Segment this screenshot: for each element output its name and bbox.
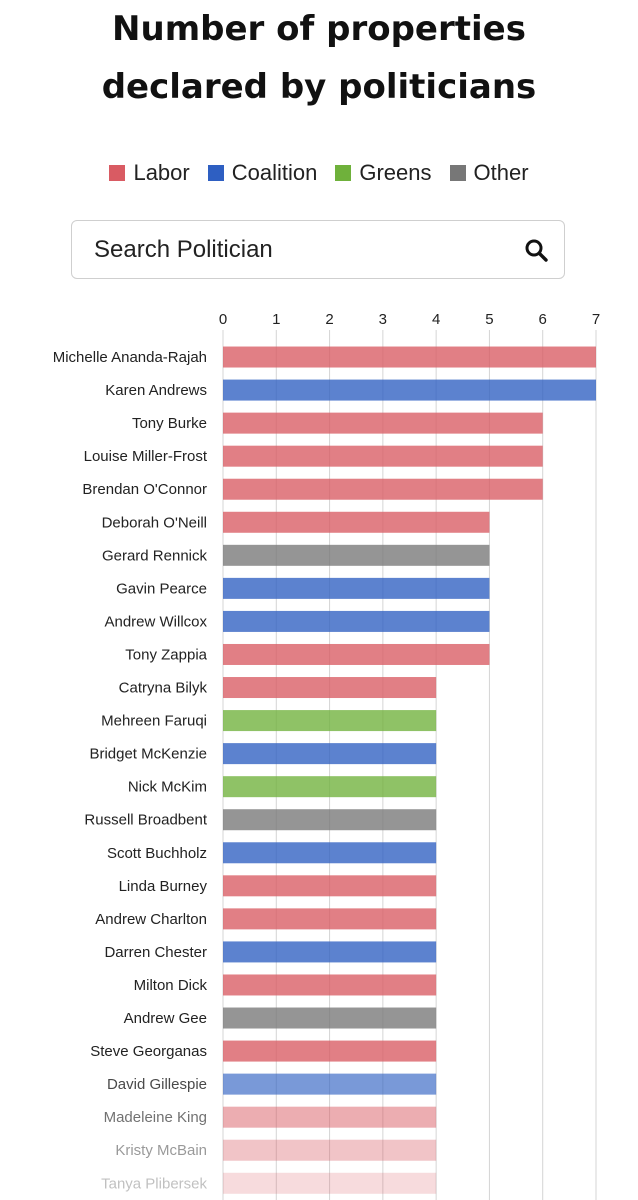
bar-other [223,1007,437,1029]
politician-label: Gavin Pearce [116,580,207,597]
politician-label: Gerard Rennick [102,547,208,564]
politician-label: Tony Zappia [125,646,207,663]
politician-label: Bridget McKenzie [89,746,207,763]
bar-labor [223,974,437,996]
politician-label: Steve Georganas [90,1043,207,1060]
search-input[interactable] [94,221,514,278]
x-tick-label: 0 [219,311,227,328]
politician-label: David Gillespie [107,1076,207,1093]
chart-title: Number of properties declared by politic… [0,0,638,116]
politician-label: Andrew Gee [124,1010,207,1027]
bar-coalition [223,743,437,765]
legend-label: Other [473,160,529,185]
x-tick-label: 7 [592,311,600,328]
bar-labor [223,346,596,368]
bar-labor [223,412,543,434]
legend-swatch [109,165,126,181]
legend-label: Labor [133,160,190,185]
politician-label: Louise Miller-Frost [84,448,208,465]
chart-title-line-1: Number of properties [112,9,526,49]
x-tick-label: 1 [272,311,280,328]
bar-labor [223,478,543,500]
bar-labor [223,511,490,533]
x-tick-label: 3 [379,311,387,328]
politician-label: Linda Burney [119,878,208,895]
search-icon[interactable] [524,238,548,262]
legend-item-labor: Labor [109,160,190,186]
politician-label: Milton Dick [134,977,208,994]
x-tick-label: 2 [325,311,333,328]
bar-coalition [223,1073,437,1095]
bar-coalition [223,610,490,632]
bar-greens [223,710,437,732]
politician-label: Russell Broadbent [84,812,207,829]
bar-labor [223,1106,437,1128]
bar-labor [223,908,437,930]
politician-label: Nick McKim [128,779,207,796]
politician-label: Scott Buchholz [107,845,207,862]
bar-labor [223,875,437,897]
legend-label: Greens [359,160,432,185]
politician-label: Andrew Willcox [104,613,207,630]
politician-label: Tanya Plibersek [101,1175,207,1192]
chart-title-line-2: declared by politicians [101,67,537,107]
politician-label: Andrew Charlton [95,911,207,928]
bar-labor [223,1040,437,1062]
legend-item-greens: Greens [335,160,432,186]
legend-label: Coalition [231,160,318,185]
bar-coalition [223,941,437,963]
x-tick-label: 5 [485,311,493,328]
politician-label: Darren Chester [104,944,207,961]
search-box[interactable] [71,220,565,279]
bar-other [223,544,490,566]
politician-label: Kristy McBain [115,1142,207,1159]
politician-label: Deborah O'Neill [102,514,207,531]
bar-greens [223,776,437,798]
bar-labor [223,677,437,699]
legend-item-other: Other [449,160,529,186]
x-tick-label: 4 [432,311,440,328]
bar-labor [223,445,543,467]
bar-coalition [223,842,437,864]
bar-coalition [223,379,596,401]
legend-swatch [207,165,224,181]
politician-label: Madeleine King [104,1109,207,1126]
bar-chart: 0 1 2 3 4 5 6 7 Michelle Ananda-Rajah Karen Andre… [53,311,600,1200]
politician-label: Tony Burke [132,415,207,432]
bar-other [223,809,437,831]
x-tick-label: 6 [539,311,547,328]
legend-swatch [335,165,352,181]
politician-label: Karen Andrews [105,382,207,399]
politician-label: Catryna Bilyk [119,680,208,697]
bar-coalition [223,577,490,599]
legend: Labor Coalition Greens Other [0,160,638,186]
legend-swatch [449,165,466,181]
legend-item-coalition: Coalition [207,160,318,186]
politician-label: Michelle Ananda-Rajah [53,349,207,366]
bar-labor [223,1172,437,1194]
bar-labor [223,1139,437,1161]
politician-label: Brendan O'Connor [82,481,207,498]
bar-labor [223,643,490,665]
politician-label: Mehreen Faruqi [101,713,207,730]
